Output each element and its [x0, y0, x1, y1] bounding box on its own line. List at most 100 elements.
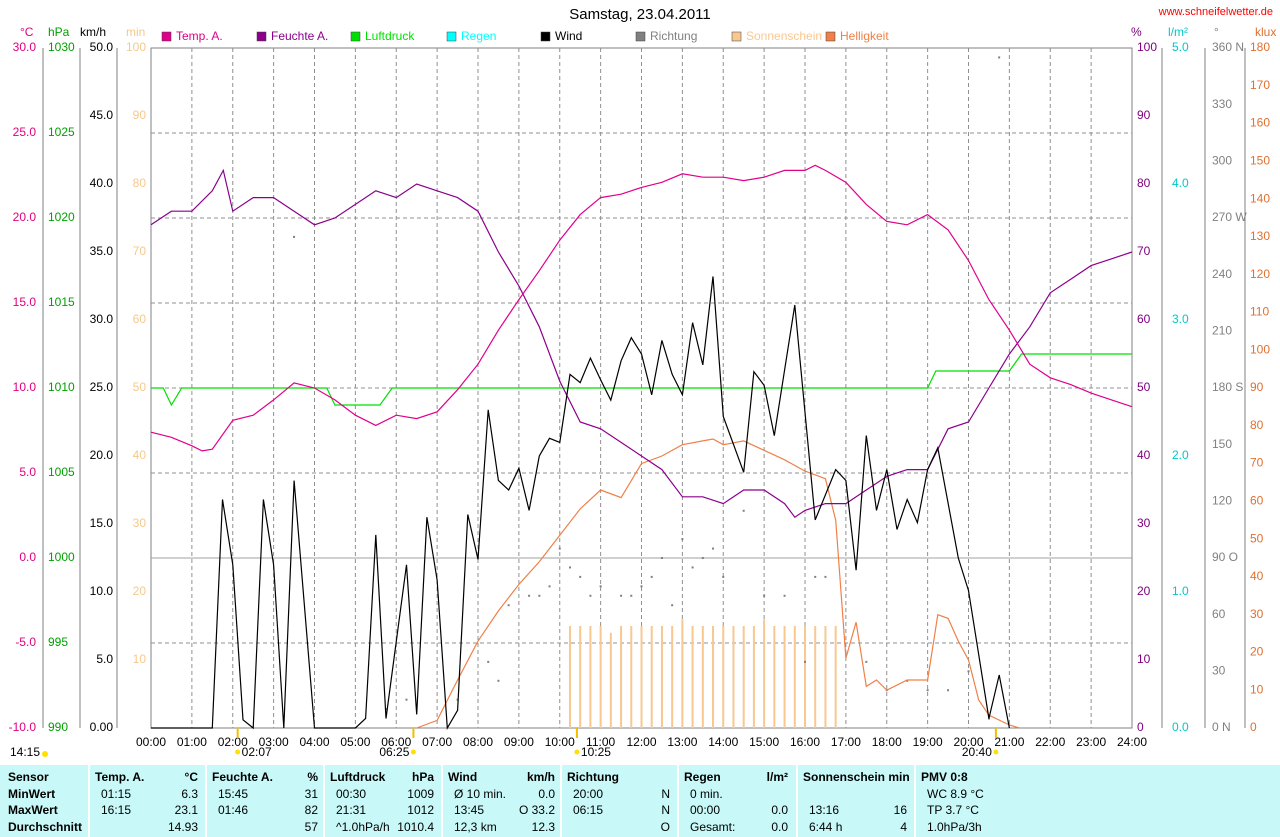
dot	[804, 660, 806, 663]
series-line	[416, 438, 1020, 729]
group-title: Sonnenschein min	[803, 770, 910, 784]
dot	[926, 689, 929, 692]
x-tick-label: 08:00	[463, 735, 493, 749]
y-tick-label: 70	[1137, 244, 1151, 258]
y-tick-label: 40	[133, 448, 147, 462]
axis-unit: min	[126, 25, 145, 39]
sun-icon	[42, 751, 48, 757]
dot	[487, 660, 490, 663]
legend-label: Temp. A.	[176, 29, 223, 43]
x-tick-label: 18:00	[872, 735, 902, 749]
cell-value: 82	[305, 803, 319, 817]
x-tick-label: 23:00	[1076, 735, 1106, 749]
dot	[947, 689, 950, 692]
group-title: Wind	[448, 770, 477, 784]
y-tick-label: 80	[1137, 176, 1151, 190]
y-tick-label: 20	[1250, 645, 1264, 659]
dot	[712, 547, 715, 550]
axis-unit: km/h	[80, 25, 106, 39]
y-tick-label: 80	[133, 176, 147, 190]
y-tick-label: 5.0	[19, 465, 36, 479]
y-tick-label: 300	[1212, 154, 1232, 168]
x-tick-label: 20:00	[953, 735, 983, 749]
bar	[814, 626, 817, 728]
dot	[579, 575, 582, 578]
x-tick-label: 01:00	[177, 735, 207, 749]
dot	[814, 575, 817, 578]
legend-swatch	[161, 31, 172, 42]
legend-swatch	[256, 31, 267, 42]
y-tick-label: 10	[1250, 682, 1264, 696]
y-tick-label: 100	[1250, 342, 1270, 356]
legend-swatch	[635, 31, 646, 42]
bar	[671, 626, 674, 728]
y-tick-label: 0.00	[90, 720, 114, 734]
x-tick-label: 14:00	[708, 735, 738, 749]
x-tick-label: 16:00	[790, 735, 820, 749]
event-label: 10:25	[581, 745, 611, 759]
y-tick-label: 90 O	[1212, 550, 1238, 564]
bar	[568, 626, 571, 728]
series-line	[150, 164, 1133, 452]
dot	[998, 56, 1001, 59]
y-tick-label: 0.0	[19, 550, 36, 564]
y-tick-label: 160	[1250, 116, 1270, 130]
y-tick-label: 90	[133, 108, 147, 122]
axis-unit: hPa	[48, 25, 70, 39]
bar	[773, 626, 776, 728]
cell-value: O 33.2	[519, 803, 555, 817]
y-tick-label: 30.0	[13, 40, 37, 54]
dot	[967, 670, 970, 673]
group-unit: km/h	[527, 770, 555, 784]
y-tick-label: 10.0	[13, 380, 37, 394]
axis-unit: %	[1131, 25, 1142, 39]
y-tick-label: 15.0	[13, 295, 37, 309]
cell-value: 14.93	[168, 820, 198, 834]
cell-value: 6.3	[181, 787, 198, 801]
dot	[671, 604, 674, 607]
y-tick-label: 180 S	[1212, 380, 1243, 394]
cell-value: 1012	[407, 803, 434, 817]
dot	[660, 557, 663, 559]
y-tick-label: 0 N	[1212, 720, 1231, 734]
dot	[630, 594, 633, 597]
cell-label: 15:45	[218, 787, 248, 801]
cell-label: 06:15	[573, 803, 603, 817]
y-tick-label: 150	[1250, 154, 1270, 168]
cell-value: 1009	[407, 787, 434, 801]
y-tick-label: 180	[1250, 40, 1270, 54]
y-tick-label: 40	[1137, 448, 1151, 462]
y-tick-label: 3.0	[1172, 312, 1189, 326]
y-tick-label: 100	[1137, 40, 1157, 54]
x-tick-label: 00:00	[136, 735, 166, 749]
y-tick-label: 40	[1250, 569, 1264, 583]
y-tick-label: -5.0	[15, 635, 36, 649]
bar	[681, 619, 684, 728]
cell-value: N	[661, 803, 670, 817]
y-tick-label: 1.0	[1172, 584, 1189, 598]
dot	[640, 585, 643, 588]
dot	[763, 594, 766, 597]
y-tick-label: 330	[1212, 97, 1232, 111]
y-tick-label: 30	[133, 516, 147, 530]
y-tick-label: 60	[133, 312, 147, 326]
dot	[824, 575, 827, 578]
cell-label: 0 min.	[690, 787, 723, 801]
dot	[568, 566, 571, 569]
cell-value: 12.3	[532, 820, 556, 834]
group-unit: hPa	[412, 770, 434, 784]
y-tick-label: 170	[1250, 78, 1270, 92]
y-tick-label: 5.0	[1172, 40, 1189, 54]
y-tick-label: 0	[1137, 720, 1144, 734]
y-tick-label: 0.0	[1172, 720, 1189, 734]
bar	[630, 626, 633, 728]
cell-value: 23.1	[175, 803, 199, 817]
y-tick-label: 50	[133, 380, 147, 394]
bar	[793, 626, 796, 728]
dot	[599, 585, 602, 588]
y-tick-label: 1000	[48, 550, 75, 564]
y-tick-label: 20	[133, 584, 147, 598]
y-tick-label: 60	[1212, 607, 1226, 621]
group-title: PMV 0:8	[921, 770, 968, 784]
y-tick-label: 1025	[48, 125, 75, 139]
